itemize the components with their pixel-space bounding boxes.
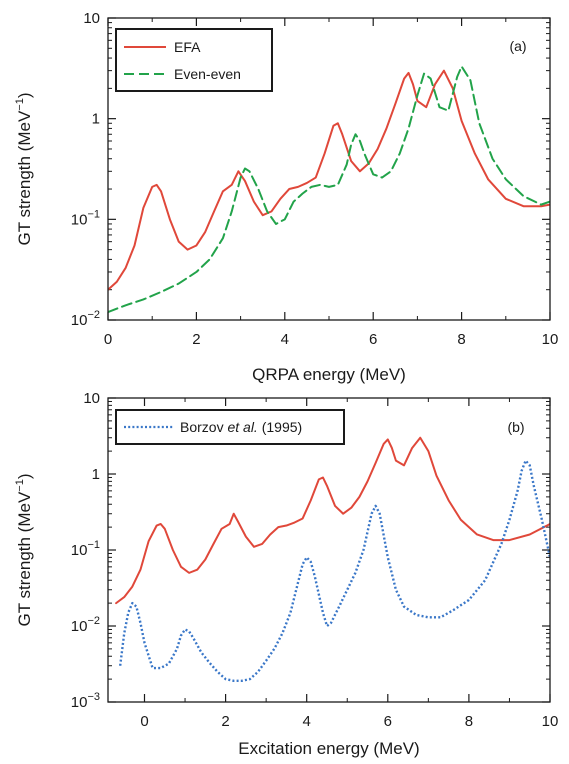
- panel-a-y-axis-label: GT strength (MeV−1): [14, 92, 34, 245]
- panel-a-y-tick-label: 1: [92, 111, 100, 128]
- legend-label-efa: EFA: [174, 39, 201, 55]
- panel-a-plot-frame: [107, 17, 551, 321]
- panel-a-y-tick-label: 10−2: [71, 309, 100, 329]
- panel-b-series-borzov-et-al-1995-line: [118, 459, 550, 683]
- panel-b-x-axis-label: Excitation energy (MeV): [238, 739, 419, 758]
- panel-b-series-layer: [115, 436, 550, 683]
- panel-b-legend-box: [115, 409, 345, 445]
- panel-b-tag: (b): [507, 419, 524, 435]
- panel-a-x-tick-label: 10: [542, 331, 559, 348]
- panel-a-y-tick-label: 10: [83, 10, 100, 27]
- panel-b-x-tick-label: 8: [465, 713, 473, 730]
- legend-label-even-even: Even-even: [174, 66, 241, 82]
- panel-a-y-ticks: 10−2 10−1 1 10: [71, 10, 550, 329]
- panel-a-series-efa-line: [108, 69, 550, 291]
- panel-b-y-tick-label: 10: [83, 390, 100, 407]
- panel-b-y-tick-label: 1: [92, 466, 100, 483]
- panel-a-x-ticks: 0 2 4 6 8 10: [104, 18, 559, 348]
- panel-b-y-tick-label: 10−1: [71, 539, 100, 559]
- panel-b-x-tick-label: 2: [221, 713, 229, 730]
- panel-b-y-tick-label: 10−3: [71, 691, 100, 711]
- panel-a-x-axis-label: QRPA energy (MeV): [252, 365, 406, 384]
- panel-a-x-tick-label: 6: [369, 331, 377, 348]
- panel-a: 10−2 10−1 1 10 0 2 4 6 8 10 EFA Even-even (a) QR…: [14, 10, 558, 384]
- panel-b-x-tick-label: 0: [140, 713, 148, 730]
- panel-a-x-tick-label: 8: [457, 331, 465, 348]
- panel-b: 10−3 10−2 10−1 1 10 0 2 4 6 8 10 Borzov et al. (1…: [14, 390, 558, 758]
- panel-a-tag: (a): [509, 38, 526, 54]
- panel-a-x-tick-label: 4: [281, 331, 289, 348]
- panel-b-legend: Borzov et al. (1995): [115, 409, 345, 445]
- panel-a-y-tick-label: 10−1: [71, 208, 100, 228]
- panel-b-x-tick-label: 6: [384, 713, 392, 730]
- panel-a-x-tick-label: 2: [192, 331, 200, 348]
- legend-label-borzov: Borzov et al. (1995): [180, 419, 302, 435]
- panel-b-x-tick-label: 4: [303, 713, 311, 730]
- panel-b-series-efa-line: [115, 436, 550, 605]
- panel-a-legend: EFA Even-even: [115, 28, 273, 92]
- panel-b-y-ticks: 10−3 10−2 10−1 1 10: [71, 390, 550, 711]
- panel-a-series-layer: [108, 65, 550, 314]
- panel-b-x-tick-label: 10: [542, 713, 559, 730]
- panel-a-x-tick-label: 0: [104, 331, 112, 348]
- panel-b-y-axis-label: GT strength (MeV−1): [14, 473, 34, 626]
- panel-a-legend-box: [115, 28, 273, 92]
- panel-a-series-even-even-line: [108, 65, 550, 314]
- panel-b-plot-frame: [107, 397, 551, 703]
- panel-b-y-tick-label: 10−2: [71, 615, 100, 635]
